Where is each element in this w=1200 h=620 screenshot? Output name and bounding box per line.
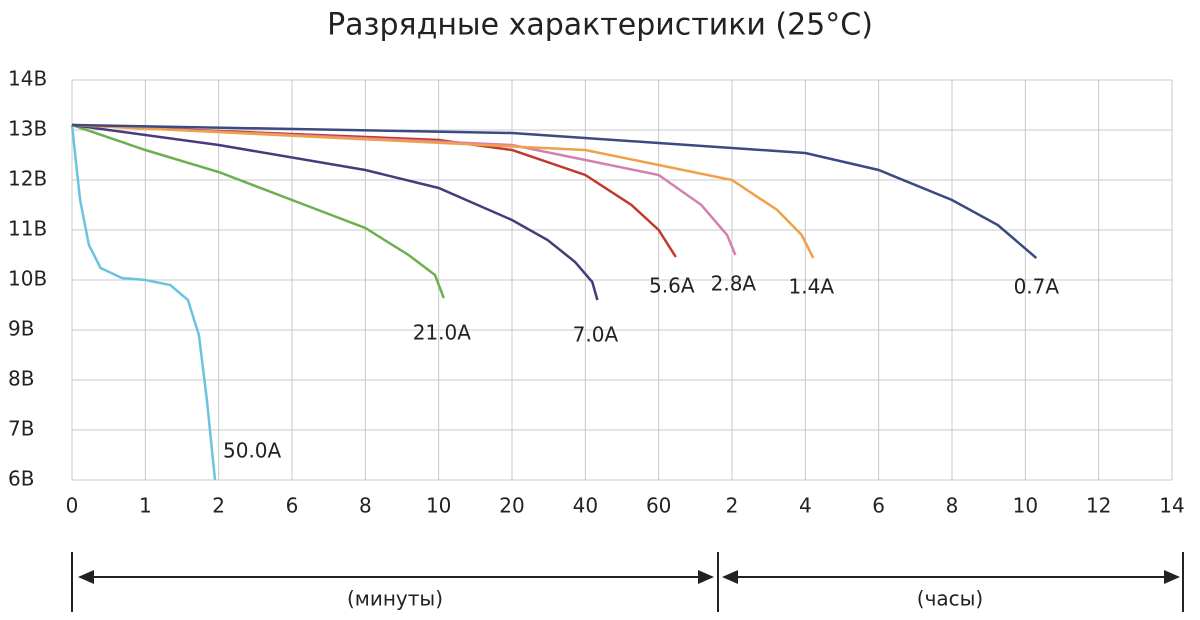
series-label: 7.0A	[573, 323, 619, 347]
range-arrows	[71, 552, 1184, 612]
y-tick-label: 10В	[8, 267, 47, 291]
x-tick-label: 14	[1159, 494, 1184, 518]
x-tick-label: 40	[573, 494, 598, 518]
x-tick-label: 6	[286, 494, 299, 518]
series-label: 2.8A	[711, 272, 757, 296]
y-tick-label: 7В	[8, 417, 34, 441]
y-tick-label: 11В	[8, 217, 47, 241]
x-tick-label: 8	[359, 494, 372, 518]
x-tick-label: 0	[66, 494, 79, 518]
x-tick-label: 4	[799, 494, 812, 518]
x-tick-label: 12	[1086, 494, 1111, 518]
y-tick-label: 6В	[8, 467, 34, 491]
y-tick-label: 8В	[8, 367, 34, 391]
y-tick-label: 13В	[8, 117, 47, 141]
series-label: 50.0A	[223, 439, 282, 463]
annotation: (часы)	[917, 587, 983, 611]
x-tick-label: 8	[946, 494, 959, 518]
series-label: 0.7A	[1014, 275, 1060, 299]
series-line	[70, 124, 217, 481]
x-tick-label: 1	[139, 494, 152, 518]
y-tick-label: 9В	[8, 317, 34, 341]
annotation: (минуты)	[347, 587, 443, 611]
x-tick-label: 10	[1013, 494, 1038, 518]
series-line	[71, 123, 677, 258]
x-tick-label: 20	[499, 494, 524, 518]
series-line	[71, 123, 1038, 259]
series-line	[71, 123, 445, 299]
y-tick-label: 12В	[8, 167, 47, 191]
series-label: 21.0A	[413, 321, 472, 345]
x-tick-label: 6	[872, 494, 885, 518]
series-line	[71, 123, 815, 259]
series-line	[71, 123, 737, 256]
series-label: 1.4A	[789, 275, 835, 299]
x-tick-label: 2	[726, 494, 739, 518]
y-tick-label: 14В	[8, 67, 47, 91]
x-tick-label: 2	[212, 494, 225, 518]
series-label: 5.6A	[649, 274, 695, 298]
x-tick-label: 60	[646, 494, 671, 518]
series-line	[71, 123, 599, 301]
x-tick-label: 10	[426, 494, 451, 518]
chart-title: Разрядные характеристики (25°C)	[327, 8, 873, 43]
